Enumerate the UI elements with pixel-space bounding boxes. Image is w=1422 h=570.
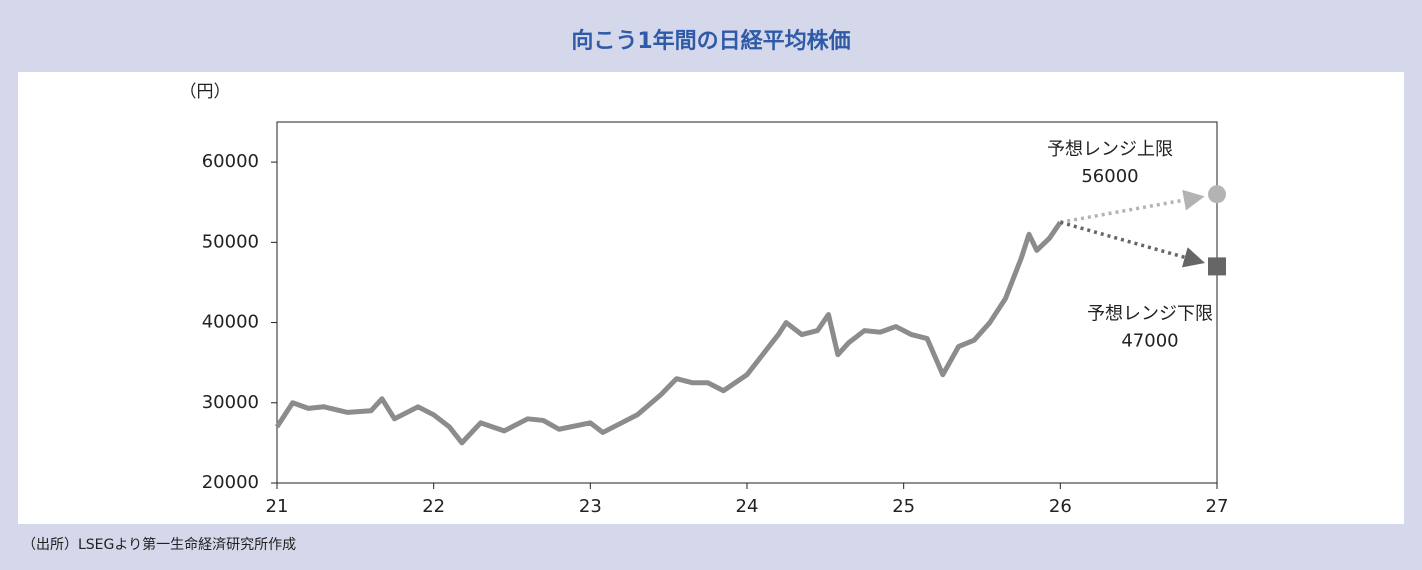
annotation-value: 47000 bbox=[1121, 330, 1178, 351]
x-tick-label: 26 bbox=[1049, 496, 1072, 517]
annotation-label: 予想レンジ上限 bbox=[1047, 139, 1173, 160]
x-tick-label: 27 bbox=[1206, 496, 1229, 517]
x-tick-label: 21 bbox=[266, 496, 289, 517]
y-tick-label: 50000 bbox=[202, 231, 259, 252]
y-tick-label: 20000 bbox=[202, 472, 259, 493]
y-tick-label: 60000 bbox=[202, 151, 259, 172]
x-tick-label: 25 bbox=[892, 496, 915, 517]
source-note: （出所）LSEGより第一生命経済研究所作成 bbox=[22, 536, 296, 553]
forecast-marker bbox=[1208, 185, 1226, 204]
chart-title: 向こう1年間の日経平均株価 bbox=[571, 28, 850, 54]
price-line bbox=[274, 220, 1063, 446]
y-tick-label: 40000 bbox=[202, 312, 259, 333]
panel bbox=[18, 72, 1404, 524]
x-tick-label: 23 bbox=[579, 496, 602, 517]
x-tick-label: 24 bbox=[736, 496, 759, 517]
annotation-label: 予想レンジ下限 bbox=[1087, 303, 1213, 324]
y-axis-label: （円） bbox=[180, 82, 231, 102]
forecast-marker bbox=[1208, 257, 1226, 276]
forecast-arrow bbox=[1060, 189, 1205, 225]
annotation-value: 56000 bbox=[1081, 166, 1138, 187]
y-tick-label: 30000 bbox=[202, 392, 259, 413]
x-tick-label: 22 bbox=[422, 496, 445, 517]
